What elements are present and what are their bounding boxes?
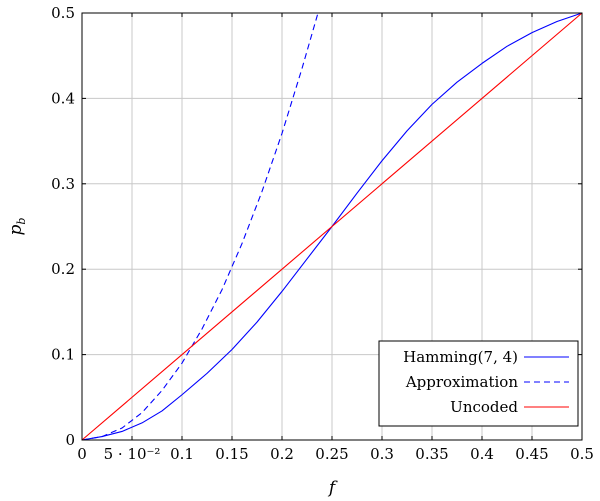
- series-line-uncoded: [81, 12, 583, 441]
- series-lines: [81, 12, 583, 441]
- series-line-approximation: [81, 12, 319, 441]
- legend-label-approximation: Approximation: [405, 373, 519, 391]
- legend-label-hamming-7-4: Hamming(7, 4): [403, 348, 518, 366]
- x-tick-label: 5 · 10⁻²: [104, 445, 161, 463]
- y-axis-label-main: p: [6, 224, 26, 235]
- x-tick-label: 0.1: [170, 445, 194, 463]
- y-axis-label-sub: b: [15, 218, 28, 225]
- y-tick-label: 0.3: [51, 175, 75, 193]
- x-tick-label: 0.35: [415, 445, 448, 463]
- x-tick-label: 0.45: [515, 445, 548, 463]
- legend-label-uncoded: Uncoded: [450, 398, 518, 416]
- x-tick-label: 0.4: [470, 445, 494, 463]
- x-tick-label: 0.15: [215, 445, 248, 463]
- tick-labels: 0 5 · 10⁻² 0.1 0.15 0.2 0.25 0.3 0.35 0.4 0.45 0.5…: [51, 4, 594, 463]
- y-tick-label: 0.4: [51, 89, 75, 107]
- y-tick-label: 0: [65, 431, 75, 449]
- x-tick-label: 0: [77, 445, 87, 463]
- y-tick-label: 0.1: [51, 346, 75, 364]
- legend-box: [378, 340, 579, 427]
- x-tick-label: 0.2: [270, 445, 294, 463]
- y-tick-label: 0.5: [51, 4, 75, 22]
- series-line-hamming-7-4: [81, 12, 583, 441]
- x-tick-label: 0.5: [570, 445, 594, 463]
- x-tick-label: 0.3: [370, 445, 394, 463]
- y-axis-label: pb: [6, 218, 28, 236]
- x-axis-label: f: [327, 478, 338, 498]
- y-tick-label: 0.2: [51, 260, 75, 278]
- legend: Hamming(7, 4) Approximation Uncoded: [378, 340, 579, 427]
- x-tick-label: 0.25: [315, 445, 348, 463]
